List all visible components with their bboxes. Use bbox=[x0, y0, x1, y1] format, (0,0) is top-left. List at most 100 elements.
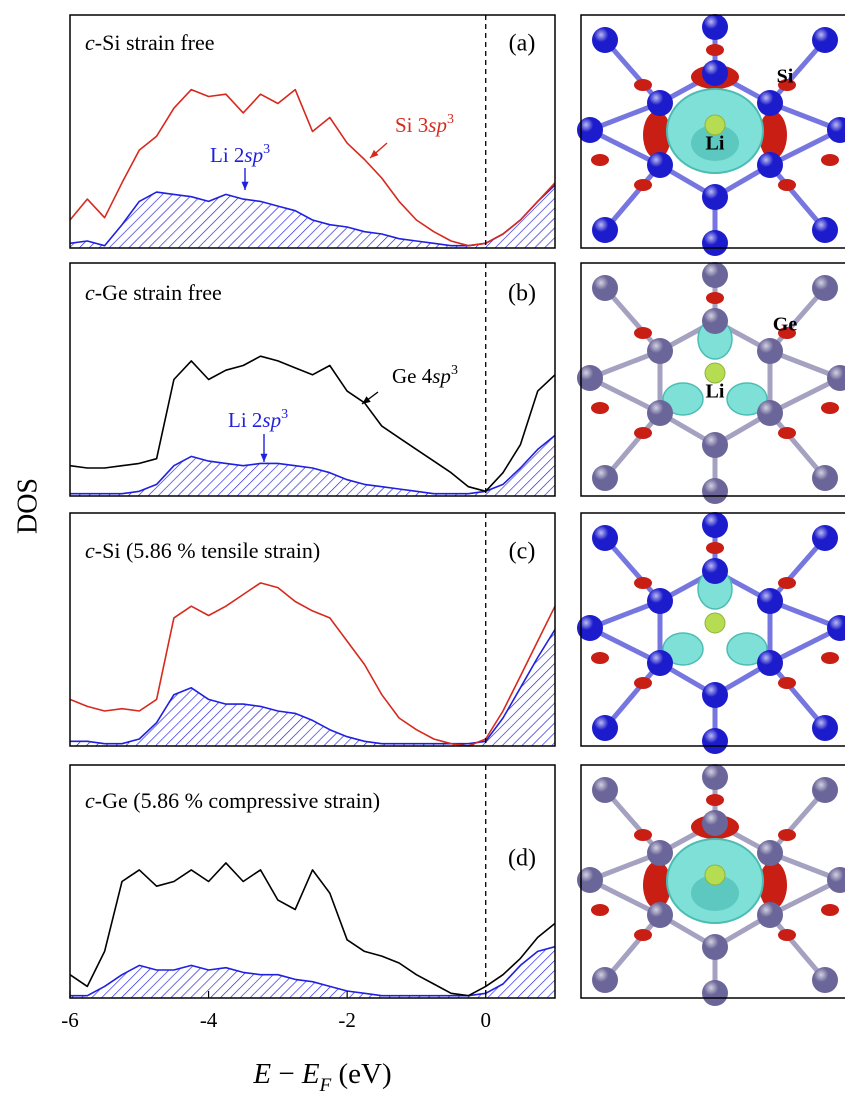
atom-shine bbox=[757, 90, 783, 116]
atom-shine bbox=[702, 478, 728, 504]
atom-shine bbox=[757, 152, 783, 178]
annotation-part: Si 3 bbox=[395, 113, 428, 137]
charge-lobe bbox=[634, 79, 652, 91]
charge-lobe bbox=[706, 44, 724, 56]
atom-shine bbox=[702, 14, 728, 40]
atom-shine bbox=[592, 967, 618, 993]
charge-lobe bbox=[591, 154, 609, 166]
annotation-part: sp bbox=[262, 408, 281, 432]
atom-shine bbox=[592, 217, 618, 243]
charge-lobe bbox=[634, 179, 652, 191]
atom-shine bbox=[702, 512, 728, 538]
atom-shine bbox=[757, 400, 783, 426]
charge-lobe bbox=[821, 904, 839, 916]
arrow-head bbox=[241, 182, 248, 190]
atom-shine bbox=[757, 840, 783, 866]
dos-area bbox=[70, 630, 555, 747]
atom-shine bbox=[647, 588, 673, 614]
annotation-part: sp bbox=[244, 143, 263, 167]
annotation: Li 2sp3 bbox=[210, 142, 270, 167]
charge-lobe bbox=[821, 154, 839, 166]
atom-shine bbox=[702, 558, 728, 584]
x-tick-label: -4 bbox=[200, 1008, 218, 1032]
x-tick-label: 0 bbox=[480, 1008, 491, 1032]
charge-lobe bbox=[778, 179, 796, 191]
dos-area bbox=[70, 185, 555, 248]
x-axis-label: E − EF (eV) bbox=[252, 1058, 391, 1096]
title-part: -Si (5.86 % tensile strain) bbox=[95, 538, 320, 563]
atom-shine bbox=[592, 715, 618, 741]
atom-shine bbox=[702, 728, 728, 754]
atom-shine bbox=[702, 262, 728, 288]
title-part: -Ge (5.86 % compressive strain) bbox=[95, 788, 380, 813]
annotation-part: Ge 4 bbox=[392, 364, 433, 388]
atom-shine bbox=[702, 764, 728, 790]
atom-shine bbox=[812, 715, 838, 741]
atom-shine bbox=[757, 902, 783, 928]
atom-shine bbox=[702, 810, 728, 836]
annotation-part: sp bbox=[428, 113, 447, 137]
title-part: c bbox=[85, 30, 95, 55]
x-tick-label: -2 bbox=[338, 1008, 356, 1032]
atom-shine bbox=[592, 27, 618, 53]
structure-image bbox=[577, 512, 845, 754]
y-axis-label: DOS bbox=[12, 478, 43, 534]
atom-label: Li bbox=[706, 381, 725, 403]
panel-tag: (c) bbox=[509, 539, 536, 565]
charge-lobe bbox=[778, 577, 796, 589]
dos-area bbox=[70, 947, 555, 998]
charge-lobe bbox=[591, 652, 609, 664]
page: DOS c-Si strain free(a)Si 3sp3Li 2sp3c-G… bbox=[0, 0, 845, 1097]
title-part: c bbox=[85, 280, 95, 305]
atom-shine bbox=[812, 525, 838, 551]
title-part: c bbox=[85, 538, 95, 563]
atom-shine bbox=[702, 980, 728, 1006]
atom-shine bbox=[647, 400, 673, 426]
atom-shine bbox=[812, 275, 838, 301]
x-tick-label: -6 bbox=[61, 1008, 79, 1032]
x-label-part: F bbox=[319, 1075, 332, 1096]
atom-shine bbox=[647, 90, 673, 116]
panel-tag: (a) bbox=[509, 31, 536, 57]
x-label-part: E bbox=[301, 1058, 320, 1090]
atom-shine bbox=[647, 840, 673, 866]
charge-lobe bbox=[634, 929, 652, 941]
atom-shine bbox=[647, 152, 673, 178]
annotation-part: 3 bbox=[263, 142, 270, 157]
annotation-part: Li 2 bbox=[228, 408, 262, 432]
atom-shine bbox=[592, 465, 618, 491]
charge-lobe bbox=[634, 327, 652, 339]
atom-shine bbox=[812, 27, 838, 53]
charge-lobe bbox=[634, 577, 652, 589]
atom-shine bbox=[702, 230, 728, 256]
arrow-head bbox=[362, 396, 371, 404]
x-label-part: − bbox=[271, 1058, 302, 1090]
title-part: c bbox=[85, 788, 95, 813]
atom-shine bbox=[647, 902, 673, 928]
atom-shine bbox=[812, 777, 838, 803]
charge-lobe bbox=[778, 829, 796, 841]
charge-lobe bbox=[778, 427, 796, 439]
annotation-part: sp bbox=[432, 364, 451, 388]
atom-shine bbox=[812, 465, 838, 491]
atom-shine bbox=[702, 934, 728, 960]
dos-area bbox=[70, 435, 555, 496]
panel-title: c-Ge strain free bbox=[85, 280, 222, 305]
charge-lobe bbox=[634, 677, 652, 689]
charge-lobe bbox=[591, 904, 609, 916]
charge-lobe bbox=[591, 402, 609, 414]
annotation-part: Li 2 bbox=[210, 143, 244, 167]
annotation-part: 3 bbox=[451, 363, 458, 378]
figure: DOS c-Si strain free(a)Si 3sp3Li 2sp3c-G… bbox=[0, 0, 845, 1097]
charge-lobe bbox=[634, 829, 652, 841]
annotation: Li 2sp3 bbox=[228, 407, 288, 432]
atom-shine bbox=[647, 650, 673, 676]
li-atom bbox=[705, 865, 725, 885]
atom-shine bbox=[757, 338, 783, 364]
atom-shine bbox=[702, 308, 728, 334]
charge-lobe bbox=[778, 929, 796, 941]
atom-shine bbox=[647, 338, 673, 364]
annotation-part: 3 bbox=[447, 112, 454, 127]
